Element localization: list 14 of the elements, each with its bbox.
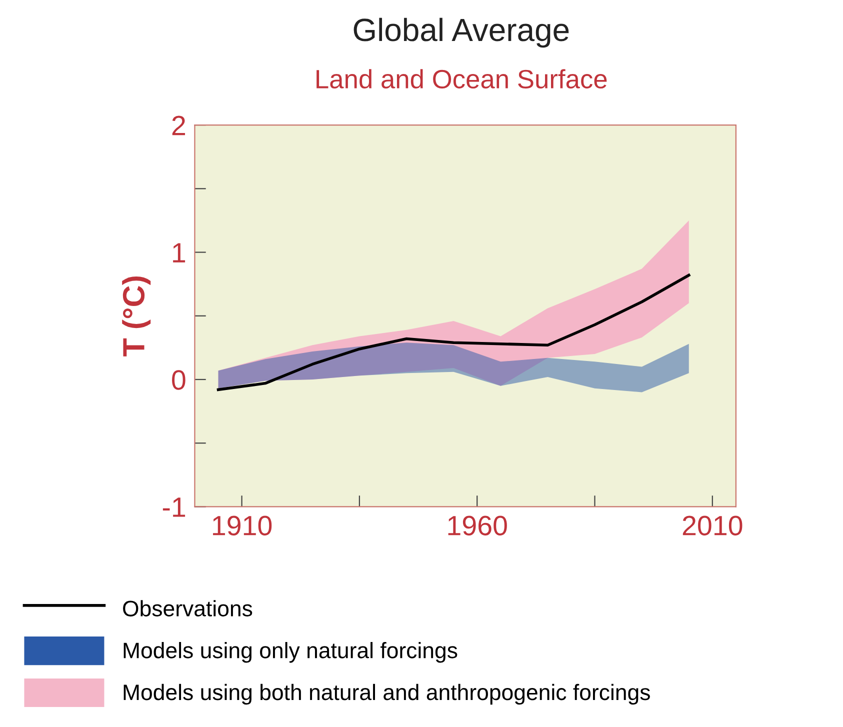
x-tick-label: 2010 — [682, 516, 742, 536]
x-tick-label: 1910 — [213, 516, 272, 536]
legend-label: Models using only natural forcings — [124, 642, 458, 663]
legend-label: Observations — [123, 600, 252, 616]
y-tick-label: 0 — [172, 370, 186, 390]
y-tick-label: 2 — [172, 116, 186, 136]
chart-subtitle: Land and Ocean Surface — [316, 69, 607, 89]
y-tick-label: 1 — [173, 243, 186, 262]
chart-title: Global Average — [354, 18, 569, 48]
x-tick-label: 1960 — [448, 516, 507, 536]
line-series — [216, 274, 690, 392]
y-axis-title: T (°C) — [122, 276, 151, 356]
y-tick-label: -1 — [162, 498, 186, 517]
legend-label: Models using both natural and anthropogenic forcings — [124, 684, 650, 705]
